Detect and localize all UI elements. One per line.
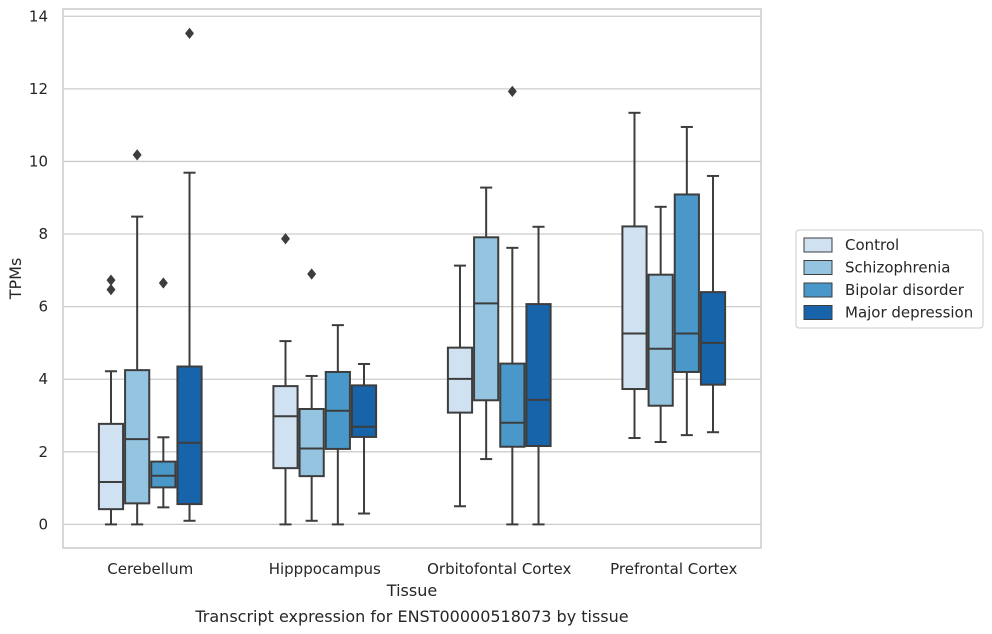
y-tick-label: 12 — [29, 80, 48, 98]
y-tick-label: 10 — [29, 152, 48, 170]
box-schizophrenia — [124, 149, 151, 526]
legend-swatch — [803, 282, 833, 298]
y-tick-labels: 0 2 4 6 8 10 12 14 — [29, 7, 48, 533]
box-schizophrenia — [298, 268, 325, 522]
legend-label: Schizophrenia — [845, 259, 950, 277]
x-tick-label: Prefrontal Cortex — [610, 560, 737, 578]
outlier-point — [280, 233, 290, 245]
y-tick-label: 14 — [29, 7, 48, 25]
legend: Control Schizophrenia Bipolar disorder Majo… — [795, 229, 984, 329]
x-axis-title: Tissue — [386, 581, 437, 600]
outlier-point — [507, 85, 517, 98]
box-major-depression — [350, 362, 378, 515]
y-tick-label: 8 — [38, 225, 48, 243]
legend-swatch — [803, 237, 833, 253]
box-iqr — [272, 385, 299, 470]
box-iqr — [446, 346, 474, 414]
outlier-point — [158, 277, 168, 289]
outlier-point — [307, 268, 317, 280]
legend-swatch — [803, 305, 833, 320]
y-axis-title: TPMs — [6, 258, 25, 301]
box-iqr — [124, 369, 151, 505]
box-iqr — [525, 303, 552, 448]
legend-swatch — [803, 260, 833, 275]
legend-label: Bipolar disorder — [845, 281, 965, 299]
grid-lines — [63, 15, 761, 526]
outlier-point — [185, 27, 195, 39]
box-iqr — [350, 384, 378, 438]
box-bipolar-disorder — [324, 324, 351, 526]
y-tick-label: 2 — [38, 443, 48, 461]
box-major-depression — [176, 27, 203, 522]
y-tick-label: 0 — [38, 515, 48, 533]
box-iqr — [150, 460, 177, 489]
outlier-point — [106, 274, 116, 286]
box-groups — [97, 27, 727, 526]
box-iqr — [699, 291, 727, 386]
outlier-point — [132, 149, 142, 161]
chart-caption: Transcript expression for ENST0000051807… — [194, 607, 628, 626]
box-control — [621, 111, 648, 440]
box-iqr — [673, 193, 700, 373]
legend-label: Control — [845, 236, 899, 254]
box-iqr — [298, 407, 325, 478]
x-tick-label: Orbitofontal Cortex — [427, 560, 571, 578]
box-iqr — [176, 365, 203, 506]
box-schizophrenia — [473, 186, 500, 461]
box-major-depression — [525, 225, 552, 526]
box-bipolar-disorder — [499, 85, 526, 526]
box-iqr — [473, 236, 500, 402]
x-tick-label: Cerebellum — [107, 560, 193, 578]
box-control — [446, 264, 474, 508]
box-control — [97, 274, 125, 526]
box-major-depression — [699, 174, 727, 434]
legend-label: Major depression — [845, 304, 973, 322]
plot-frame — [62, 8, 762, 549]
outlier-point — [106, 283, 116, 296]
box-bipolar-disorder — [150, 277, 177, 509]
box-control — [272, 233, 299, 526]
x-tick-label: Hipppocampus — [269, 560, 381, 578]
box-iqr — [499, 362, 526, 448]
box-schizophrenia — [647, 205, 674, 444]
box-iqr — [621, 225, 648, 391]
box-iqr — [97, 422, 125, 511]
legend-frame — [795, 229, 984, 329]
box-bipolar-disorder — [673, 125, 700, 437]
y-tick-label: 4 — [38, 370, 48, 388]
x-tick-labels: Cerebellum Hipppocampus Orbitofontal Corte… — [107, 560, 737, 578]
box-iqr — [647, 273, 674, 407]
y-tick-label: 6 — [38, 298, 48, 316]
